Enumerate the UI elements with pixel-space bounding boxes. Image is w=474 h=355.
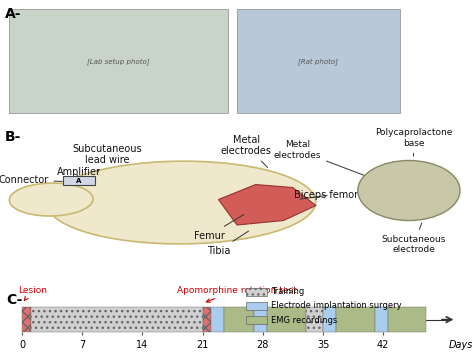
Ellipse shape (47, 161, 316, 244)
Text: C-: C- (7, 293, 23, 307)
FancyBboxPatch shape (9, 9, 228, 113)
Text: [Lab setup photo]: [Lab setup photo] (87, 58, 150, 65)
Polygon shape (219, 185, 316, 225)
Text: Connector: Connector (0, 175, 63, 185)
FancyBboxPatch shape (63, 176, 95, 185)
Text: Days: Days (448, 340, 473, 350)
Text: [Rat photo]: [Rat photo] (298, 58, 338, 65)
Text: Electrode implantation surgery: Electrode implantation surgery (272, 301, 402, 310)
Text: Amplifier: Amplifier (57, 168, 101, 178)
Bar (267, 307, 306, 332)
Bar (246, 302, 267, 310)
Text: A: A (76, 178, 82, 184)
Text: EMG recordings: EMG recordings (272, 316, 337, 325)
Bar (224, 307, 254, 332)
Text: 7: 7 (79, 340, 85, 350)
Bar (246, 316, 267, 324)
Bar (323, 307, 336, 332)
Text: Subcutaneous
lead wire: Subcutaneous lead wire (72, 144, 142, 173)
Text: 42: 42 (377, 340, 390, 350)
Text: 14: 14 (136, 340, 148, 350)
Text: 28: 28 (256, 340, 269, 350)
Bar (211, 307, 224, 332)
Text: 35: 35 (317, 340, 329, 350)
Text: Polycaprolactone
base: Polycaprolactone base (375, 128, 452, 156)
Bar (374, 307, 388, 332)
Text: Metal
electrodes: Metal electrodes (221, 135, 272, 168)
Bar (22, 307, 30, 332)
Text: Training: Training (272, 287, 305, 296)
Text: Apomorphine rotation test: Apomorphine rotation test (177, 286, 297, 302)
Bar (306, 307, 323, 332)
Bar (336, 307, 374, 332)
Bar (202, 307, 211, 332)
Ellipse shape (9, 183, 93, 216)
Text: Metal
electrodes: Metal electrodes (273, 140, 374, 179)
Text: Biceps femoris: Biceps femoris (294, 190, 366, 200)
Text: 21: 21 (196, 340, 209, 350)
Text: Tibia: Tibia (207, 231, 248, 256)
Bar (254, 307, 267, 332)
Bar (388, 307, 426, 332)
Bar (30, 307, 202, 332)
Ellipse shape (358, 160, 460, 220)
Text: 0: 0 (19, 340, 25, 350)
Bar (246, 288, 267, 295)
FancyBboxPatch shape (237, 9, 400, 113)
Text: Femur: Femur (194, 214, 244, 241)
Text: Subcutaneous
electrode: Subcutaneous electrode (381, 223, 446, 254)
Text: B-: B- (5, 130, 21, 144)
Text: A-: A- (5, 7, 21, 21)
Text: Lesion: Lesion (18, 286, 46, 300)
